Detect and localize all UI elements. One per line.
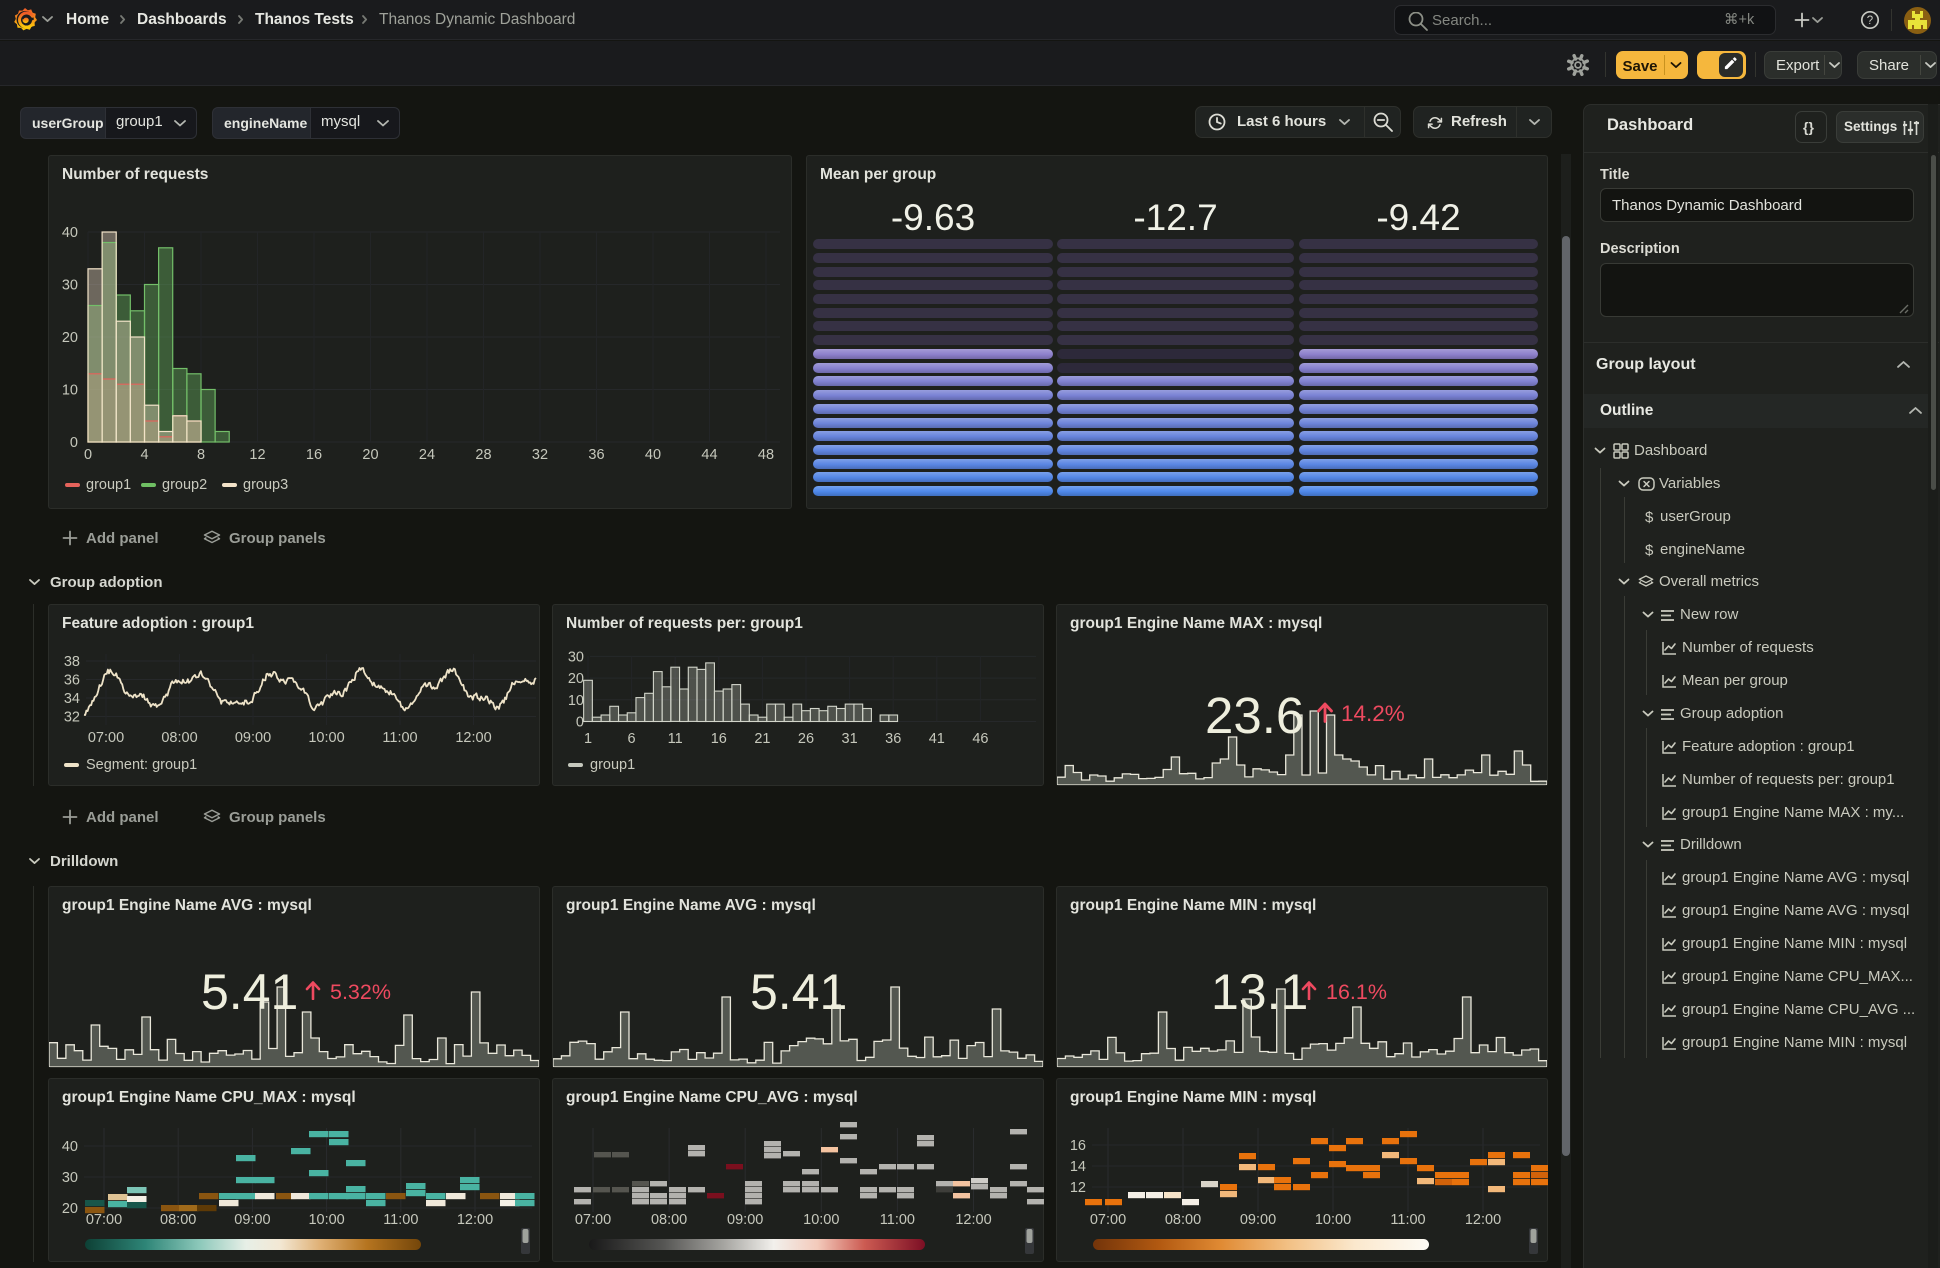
svg-text:10:00: 10:00 — [1315, 1212, 1351, 1228]
svg-text:40: 40 — [62, 1139, 78, 1155]
svg-text:16: 16 — [1070, 1138, 1086, 1154]
svg-text:48: 48 — [758, 447, 774, 463]
svg-text:6: 6 — [628, 731, 636, 747]
svg-text:20: 20 — [62, 1201, 78, 1217]
svg-text:8: 8 — [197, 447, 205, 463]
svg-text:12:00: 12:00 — [955, 1212, 991, 1228]
svg-text:11: 11 — [668, 731, 683, 747]
svg-text:12: 12 — [249, 447, 265, 463]
svg-text:16: 16 — [711, 731, 727, 747]
svg-text:28: 28 — [475, 447, 491, 463]
svg-text:30: 30 — [62, 278, 78, 294]
svg-text:07:00: 07:00 — [1090, 1212, 1126, 1228]
svg-text:08:00: 08:00 — [160, 1212, 196, 1228]
svg-text:36: 36 — [885, 731, 901, 747]
svg-text:10:00: 10:00 — [308, 1212, 344, 1228]
svg-text:?: ? — [1867, 15, 1873, 27]
svg-text:36: 36 — [64, 673, 80, 689]
svg-text:$: $ — [1645, 542, 1654, 559]
svg-text:12:00: 12:00 — [457, 1212, 493, 1228]
svg-text:32: 32 — [532, 447, 548, 463]
svg-text:30: 30 — [62, 1170, 78, 1186]
svg-text:10:00: 10:00 — [308, 730, 344, 746]
svg-text:11:00: 11:00 — [880, 1212, 915, 1228]
svg-text:1: 1 — [584, 731, 592, 747]
svg-text:36: 36 — [588, 447, 604, 463]
svg-text:12:00: 12:00 — [1465, 1212, 1501, 1228]
svg-text:20: 20 — [362, 447, 378, 463]
svg-text:31: 31 — [842, 731, 858, 747]
svg-text:0: 0 — [70, 435, 78, 451]
svg-text:41: 41 — [929, 731, 945, 747]
svg-text:26: 26 — [798, 731, 814, 747]
svg-text:40: 40 — [62, 225, 78, 241]
svg-text:38: 38 — [64, 654, 80, 670]
svg-text:09:00: 09:00 — [727, 1212, 763, 1228]
svg-text:07:00: 07:00 — [86, 1212, 122, 1228]
svg-text:$: $ — [1645, 509, 1654, 526]
svg-text:11:00: 11:00 — [383, 1212, 418, 1228]
svg-text:10: 10 — [568, 693, 584, 709]
svg-text:20: 20 — [62, 330, 78, 346]
svg-text:10: 10 — [62, 383, 78, 399]
svg-text:0: 0 — [84, 447, 92, 463]
svg-text:46: 46 — [972, 731, 988, 747]
svg-text:09:00: 09:00 — [234, 1212, 270, 1228]
svg-text:09:00: 09:00 — [235, 730, 271, 746]
svg-text:07:00: 07:00 — [575, 1212, 611, 1228]
svg-text:16: 16 — [306, 447, 322, 463]
svg-text:4: 4 — [140, 447, 148, 463]
svg-text:08:00: 08:00 — [161, 730, 197, 746]
svg-text:08:00: 08:00 — [1165, 1212, 1201, 1228]
svg-text:14: 14 — [1070, 1159, 1086, 1175]
svg-text:12:00: 12:00 — [455, 730, 491, 746]
svg-text:08:00: 08:00 — [651, 1212, 687, 1228]
svg-text:11:00: 11:00 — [382, 730, 417, 746]
svg-text:30: 30 — [568, 649, 584, 665]
svg-text:11:00: 11:00 — [1390, 1212, 1425, 1228]
svg-text:32: 32 — [64, 710, 80, 726]
svg-text:10:00: 10:00 — [803, 1212, 839, 1228]
svg-text:40: 40 — [645, 447, 661, 463]
svg-text:44: 44 — [701, 447, 717, 463]
svg-text:20: 20 — [568, 671, 584, 687]
svg-text:21: 21 — [754, 731, 770, 747]
svg-text:34: 34 — [64, 691, 80, 707]
svg-text:0: 0 — [576, 715, 584, 731]
svg-text:07:00: 07:00 — [88, 730, 124, 746]
svg-text:09:00: 09:00 — [1240, 1212, 1276, 1228]
svg-text:24: 24 — [419, 447, 435, 463]
svg-text:12: 12 — [1070, 1180, 1086, 1196]
